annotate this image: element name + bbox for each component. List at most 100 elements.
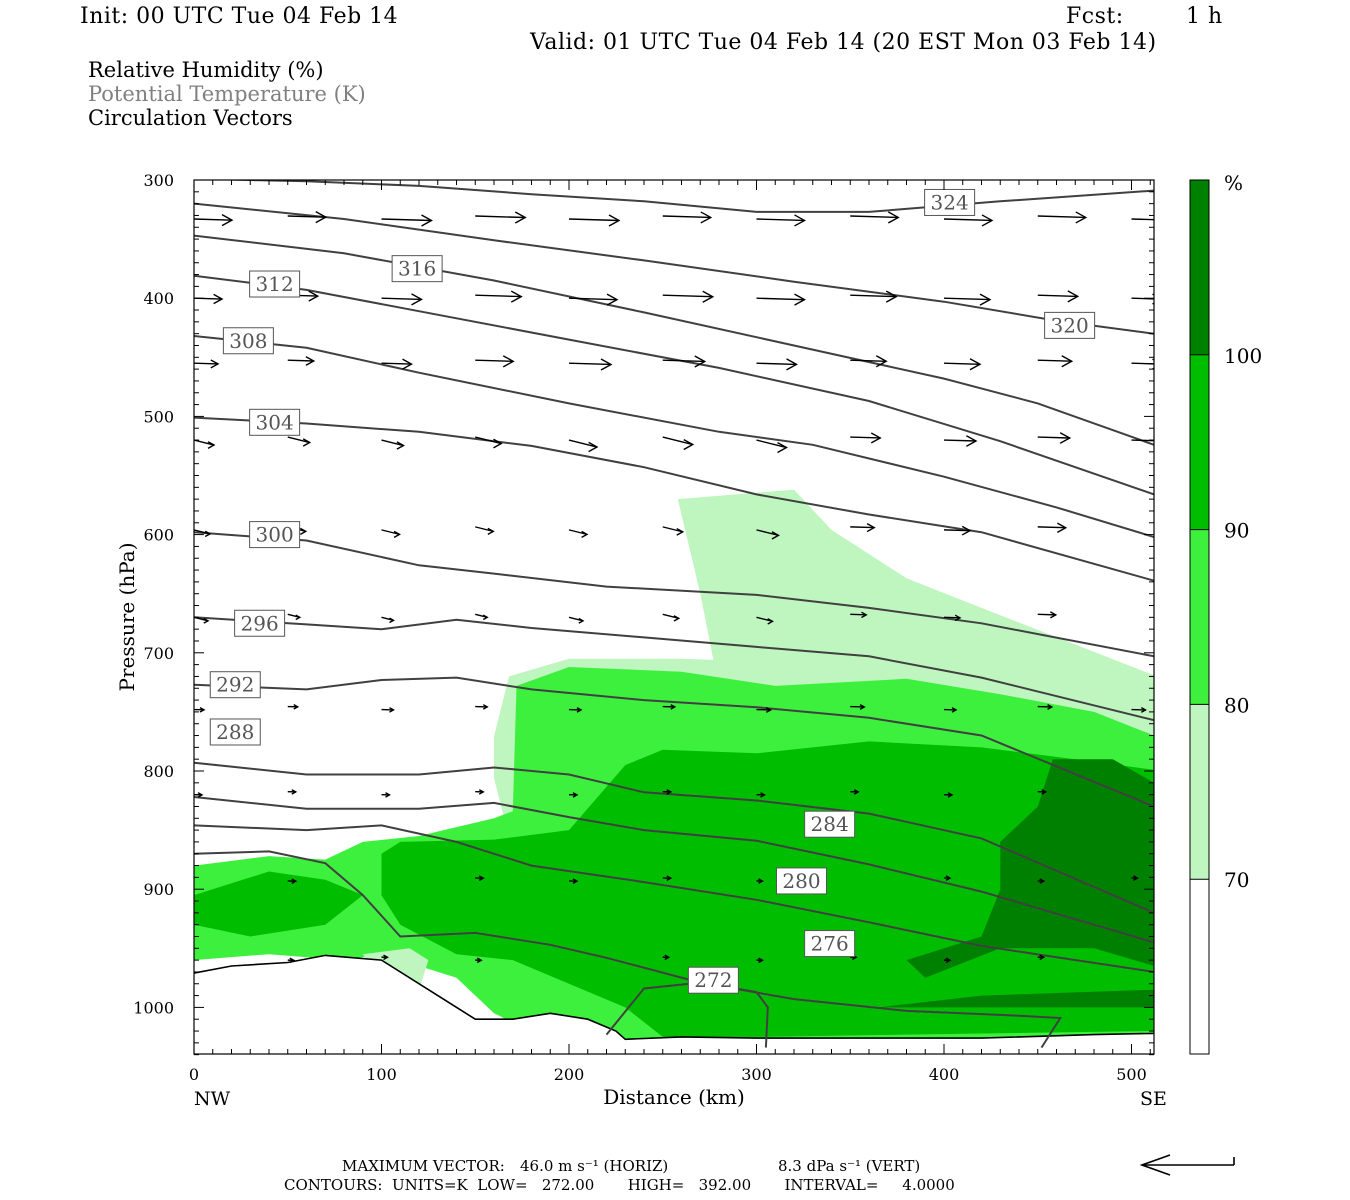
vector-arrow: [381, 358, 413, 370]
vector-arrow: [1131, 218, 1154, 221]
valid-time: Valid: 01 UTC Tue 04 Feb 14 (20 EST Mon …: [530, 30, 1157, 55]
theta-label-text: 324: [931, 190, 969, 214]
theta-label-box: [687, 966, 739, 994]
vector-arrow: [850, 611, 868, 619]
theta-label-text: 288: [216, 720, 254, 744]
theta-label-316: 316: [391, 255, 443, 283]
theta-label-text: 292: [216, 673, 254, 697]
theta-label-text: 284: [811, 812, 849, 836]
theta-contour-276: [194, 850, 1063, 1049]
vector-arrow: [475, 957, 483, 964]
theta-contour-312: [194, 274, 1154, 496]
vector-arrow: [756, 293, 806, 306]
vector-arrow: [850, 290, 898, 303]
vector-arrow: [1037, 878, 1046, 884]
theta-contours: [194, 180, 1154, 1049]
vector-arrow: [381, 954, 389, 961]
vector-arrow: [1037, 954, 1046, 961]
theta-label-box: [249, 270, 301, 298]
vector-arrow: [943, 358, 982, 371]
colorbar-label: 70: [1224, 868, 1249, 892]
vector-arrow: [662, 875, 673, 881]
vector-arrow: [381, 529, 401, 538]
vector-arrow: [943, 214, 994, 227]
vector-arrow: [568, 616, 585, 624]
vector-arrow: [943, 792, 954, 798]
colorbar-label: 90: [1224, 519, 1249, 543]
vector-arrow: [662, 526, 685, 536]
terrain-fill: [194, 955, 1154, 1054]
vector-arrow: [381, 707, 395, 713]
vector-arrow: [194, 439, 216, 449]
theta-label-box: [391, 255, 443, 283]
vector-arrow: [194, 529, 212, 538]
max-vector-vert: 8.3 dPa s⁻¹ (VERT): [778, 1157, 921, 1175]
vector-arrow: [662, 355, 707, 368]
vector-arrow: [475, 875, 485, 881]
theta-label-box: [234, 609, 286, 637]
theta-label-276: 276: [804, 930, 856, 958]
theta-label-box: [209, 718, 261, 746]
field-rh-label: Relative Humidity (%): [88, 58, 324, 82]
rh-region-90: [194, 871, 363, 937]
contours-info: CONTOURS: UNITS=K LOW= 272.00 HIGH= 392.…: [284, 1176, 955, 1194]
max-vector-horiz: 46.0 m s⁻¹ (HORIZ): [520, 1157, 669, 1175]
vector-arrow: [756, 529, 780, 540]
theta-contour-304: [194, 416, 1154, 582]
theta-contour-284: [194, 796, 1154, 944]
vector-arrow: [381, 792, 391, 798]
init-time: Init: 00 UTC Tue 04 Feb 14: [80, 4, 399, 29]
theta-label-308: 308: [222, 327, 274, 355]
theta-contour-288: [194, 761, 1154, 914]
vector-arrow: [475, 704, 489, 710]
terrain-line: [194, 954, 1154, 1041]
y-tick-label: 300: [143, 171, 174, 190]
vector-arrow: [1037, 290, 1080, 303]
theta-label-text: 320: [1051, 313, 1089, 337]
theta-label-box: [804, 810, 856, 838]
theta-label-text: 312: [256, 272, 294, 296]
vector-arrow: [194, 214, 234, 227]
theta-label-box: [249, 521, 301, 549]
theta-label-text: 308: [229, 329, 267, 353]
vector-arrow: [1131, 875, 1139, 881]
x-tick-label: 100: [366, 1065, 397, 1084]
x-right-end-label: SE: [1140, 1088, 1167, 1110]
circulation-vectors: [194, 211, 1154, 964]
vector-arrow: [287, 789, 298, 795]
vector-arrow: [850, 432, 882, 444]
vector-arrow: [850, 523, 876, 533]
reference-vector-arrow: [1139, 1154, 1235, 1176]
theta-label-box: [804, 930, 856, 958]
theta-label-box: [776, 867, 827, 895]
field-vector-label: Circulation Vectors: [88, 106, 293, 130]
theta-label-text: 300: [256, 523, 294, 547]
y-tick-label: 800: [143, 762, 174, 781]
vector-arrow: [1037, 611, 1058, 619]
theta-contour-296: [194, 616, 1154, 722]
vector-arrow: [568, 707, 583, 713]
vector-arrow: [662, 954, 671, 961]
vector-arrow: [287, 957, 296, 964]
vector-arrow: [475, 526, 495, 535]
vector-arrow: [568, 792, 579, 798]
vector-arrow: [568, 214, 621, 227]
theta-label-text: 304: [256, 410, 294, 434]
vector-arrow: [850, 211, 900, 224]
vector-arrow: [756, 214, 806, 227]
vector-arrow: [662, 211, 713, 224]
theta-label-300: 300: [249, 521, 301, 549]
vector-arrow: [287, 704, 300, 710]
vector-arrow: [850, 355, 888, 368]
vector-arrow: [287, 613, 302, 621]
vector-arrow: [662, 436, 695, 451]
forecast-hour: 1 h: [1186, 4, 1223, 29]
field-theta-label: Potential Temperature (K): [88, 82, 366, 106]
theta-contour-316: [194, 234, 1154, 446]
x-tick-label: 200: [554, 1065, 585, 1084]
contour-labels: 324 320 316 312 308 304 300 296 292 288 284 280 276 2…: [209, 188, 1096, 994]
vector-arrow: [850, 704, 866, 710]
x-axis-label: Distance (km): [603, 1085, 745, 1109]
theta-label-text: 296: [241, 611, 279, 635]
